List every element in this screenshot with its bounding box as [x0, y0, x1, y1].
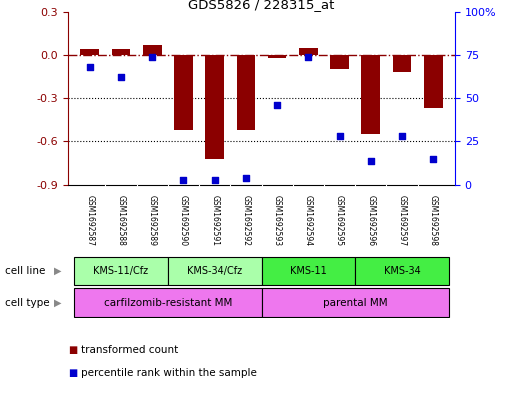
Bar: [143, 45, 162, 55]
Text: carfilzomib-resistant MM: carfilzomib-resistant MM: [104, 298, 232, 308]
Text: ■: ■: [68, 345, 77, 355]
Text: GSM1692591: GSM1692591: [210, 195, 219, 246]
Text: cell line: cell line: [5, 266, 46, 276]
Point: [148, 53, 156, 60]
Text: percentile rank within the sample: percentile rank within the sample: [81, 368, 257, 378]
Bar: [236, 55, 255, 130]
Point: [242, 174, 250, 181]
Bar: [74, 288, 262, 317]
Bar: [81, 49, 99, 55]
Text: GSM1692596: GSM1692596: [366, 195, 375, 246]
Text: GSM1692593: GSM1692593: [272, 195, 281, 246]
Point: [117, 74, 125, 81]
Text: GSM1692590: GSM1692590: [179, 195, 188, 246]
Text: ■: ■: [68, 368, 77, 378]
Text: KMS-11/Cfz: KMS-11/Cfz: [94, 266, 149, 276]
Bar: [112, 49, 130, 55]
Bar: [168, 257, 262, 285]
Bar: [393, 55, 411, 72]
Bar: [262, 257, 355, 285]
Text: GSM1692598: GSM1692598: [429, 195, 438, 246]
Text: ▶: ▶: [54, 266, 61, 276]
Bar: [424, 55, 442, 108]
Point: [398, 133, 406, 140]
Bar: [330, 55, 349, 70]
Text: transformed count: transformed count: [81, 345, 178, 355]
Bar: [355, 257, 449, 285]
Text: KMS-11: KMS-11: [290, 266, 327, 276]
Text: ▶: ▶: [54, 298, 61, 308]
Bar: [206, 55, 224, 159]
Text: KMS-34/Cfz: KMS-34/Cfz: [187, 266, 242, 276]
Text: KMS-34: KMS-34: [383, 266, 420, 276]
Text: cell type: cell type: [5, 298, 50, 308]
Point: [179, 176, 188, 183]
Point: [304, 53, 313, 60]
Bar: [74, 257, 168, 285]
Text: GSM1692595: GSM1692595: [335, 195, 344, 246]
Title: GDS5826 / 228315_at: GDS5826 / 228315_at: [188, 0, 335, 11]
Point: [210, 176, 219, 183]
Point: [273, 102, 281, 108]
Bar: [268, 55, 287, 58]
Text: GSM1692597: GSM1692597: [397, 195, 406, 246]
Point: [86, 64, 94, 70]
Text: GSM1692592: GSM1692592: [242, 195, 251, 246]
Text: GSM1692594: GSM1692594: [304, 195, 313, 246]
Text: GSM1692588: GSM1692588: [117, 195, 126, 246]
Bar: [262, 288, 449, 317]
Bar: [361, 55, 380, 134]
Text: GSM1692589: GSM1692589: [148, 195, 157, 246]
Point: [429, 156, 437, 162]
Text: parental MM: parental MM: [323, 298, 388, 308]
Point: [335, 133, 344, 140]
Point: [367, 157, 375, 163]
Bar: [299, 48, 317, 55]
Bar: [174, 55, 193, 130]
Text: GSM1692587: GSM1692587: [85, 195, 94, 246]
